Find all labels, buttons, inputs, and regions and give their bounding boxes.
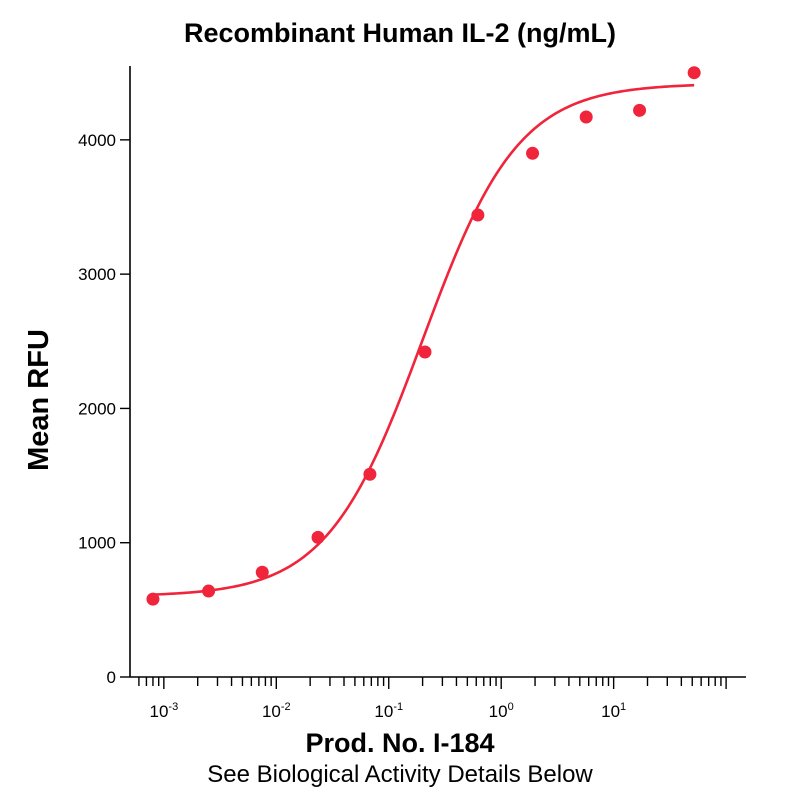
y-tick-label: 4000 (78, 131, 116, 150)
y-tick-label: 2000 (78, 399, 116, 418)
plot-area: 0 1000 2000 3000 4000 10-3 10-2 10-1 100 101 (78, 66, 746, 721)
x-tick-label: 10-3 (149, 701, 178, 721)
chart-title: Recombinant Human IL-2 (ng/mL) (184, 18, 616, 48)
fit-curve (152, 83, 695, 596)
data-point (526, 146, 540, 160)
data-point (311, 530, 325, 544)
data-point (579, 110, 593, 124)
data-point (202, 584, 216, 598)
y-tick-label: 0 (107, 668, 116, 687)
data-point (633, 103, 647, 117)
data-point (363, 467, 377, 481)
x-axis-label: Prod. No. I-184 (305, 728, 494, 758)
x-tick-label: 10-1 (374, 701, 403, 721)
data-point (418, 345, 432, 359)
x-tick-label: 101 (601, 701, 626, 721)
y-axis-label: Mean RFU (23, 329, 55, 471)
y-tick-label: 1000 (78, 534, 116, 553)
data-point (146, 592, 160, 606)
y-tick-label: 3000 (78, 265, 116, 284)
data-point (255, 565, 269, 579)
x-tick-label: 100 (489, 701, 514, 721)
data-point (471, 208, 485, 222)
x-tick-label: 10-2 (262, 701, 291, 721)
chart-subtitle: See Biological Activity Details Below (207, 761, 593, 788)
data-point (687, 66, 701, 80)
